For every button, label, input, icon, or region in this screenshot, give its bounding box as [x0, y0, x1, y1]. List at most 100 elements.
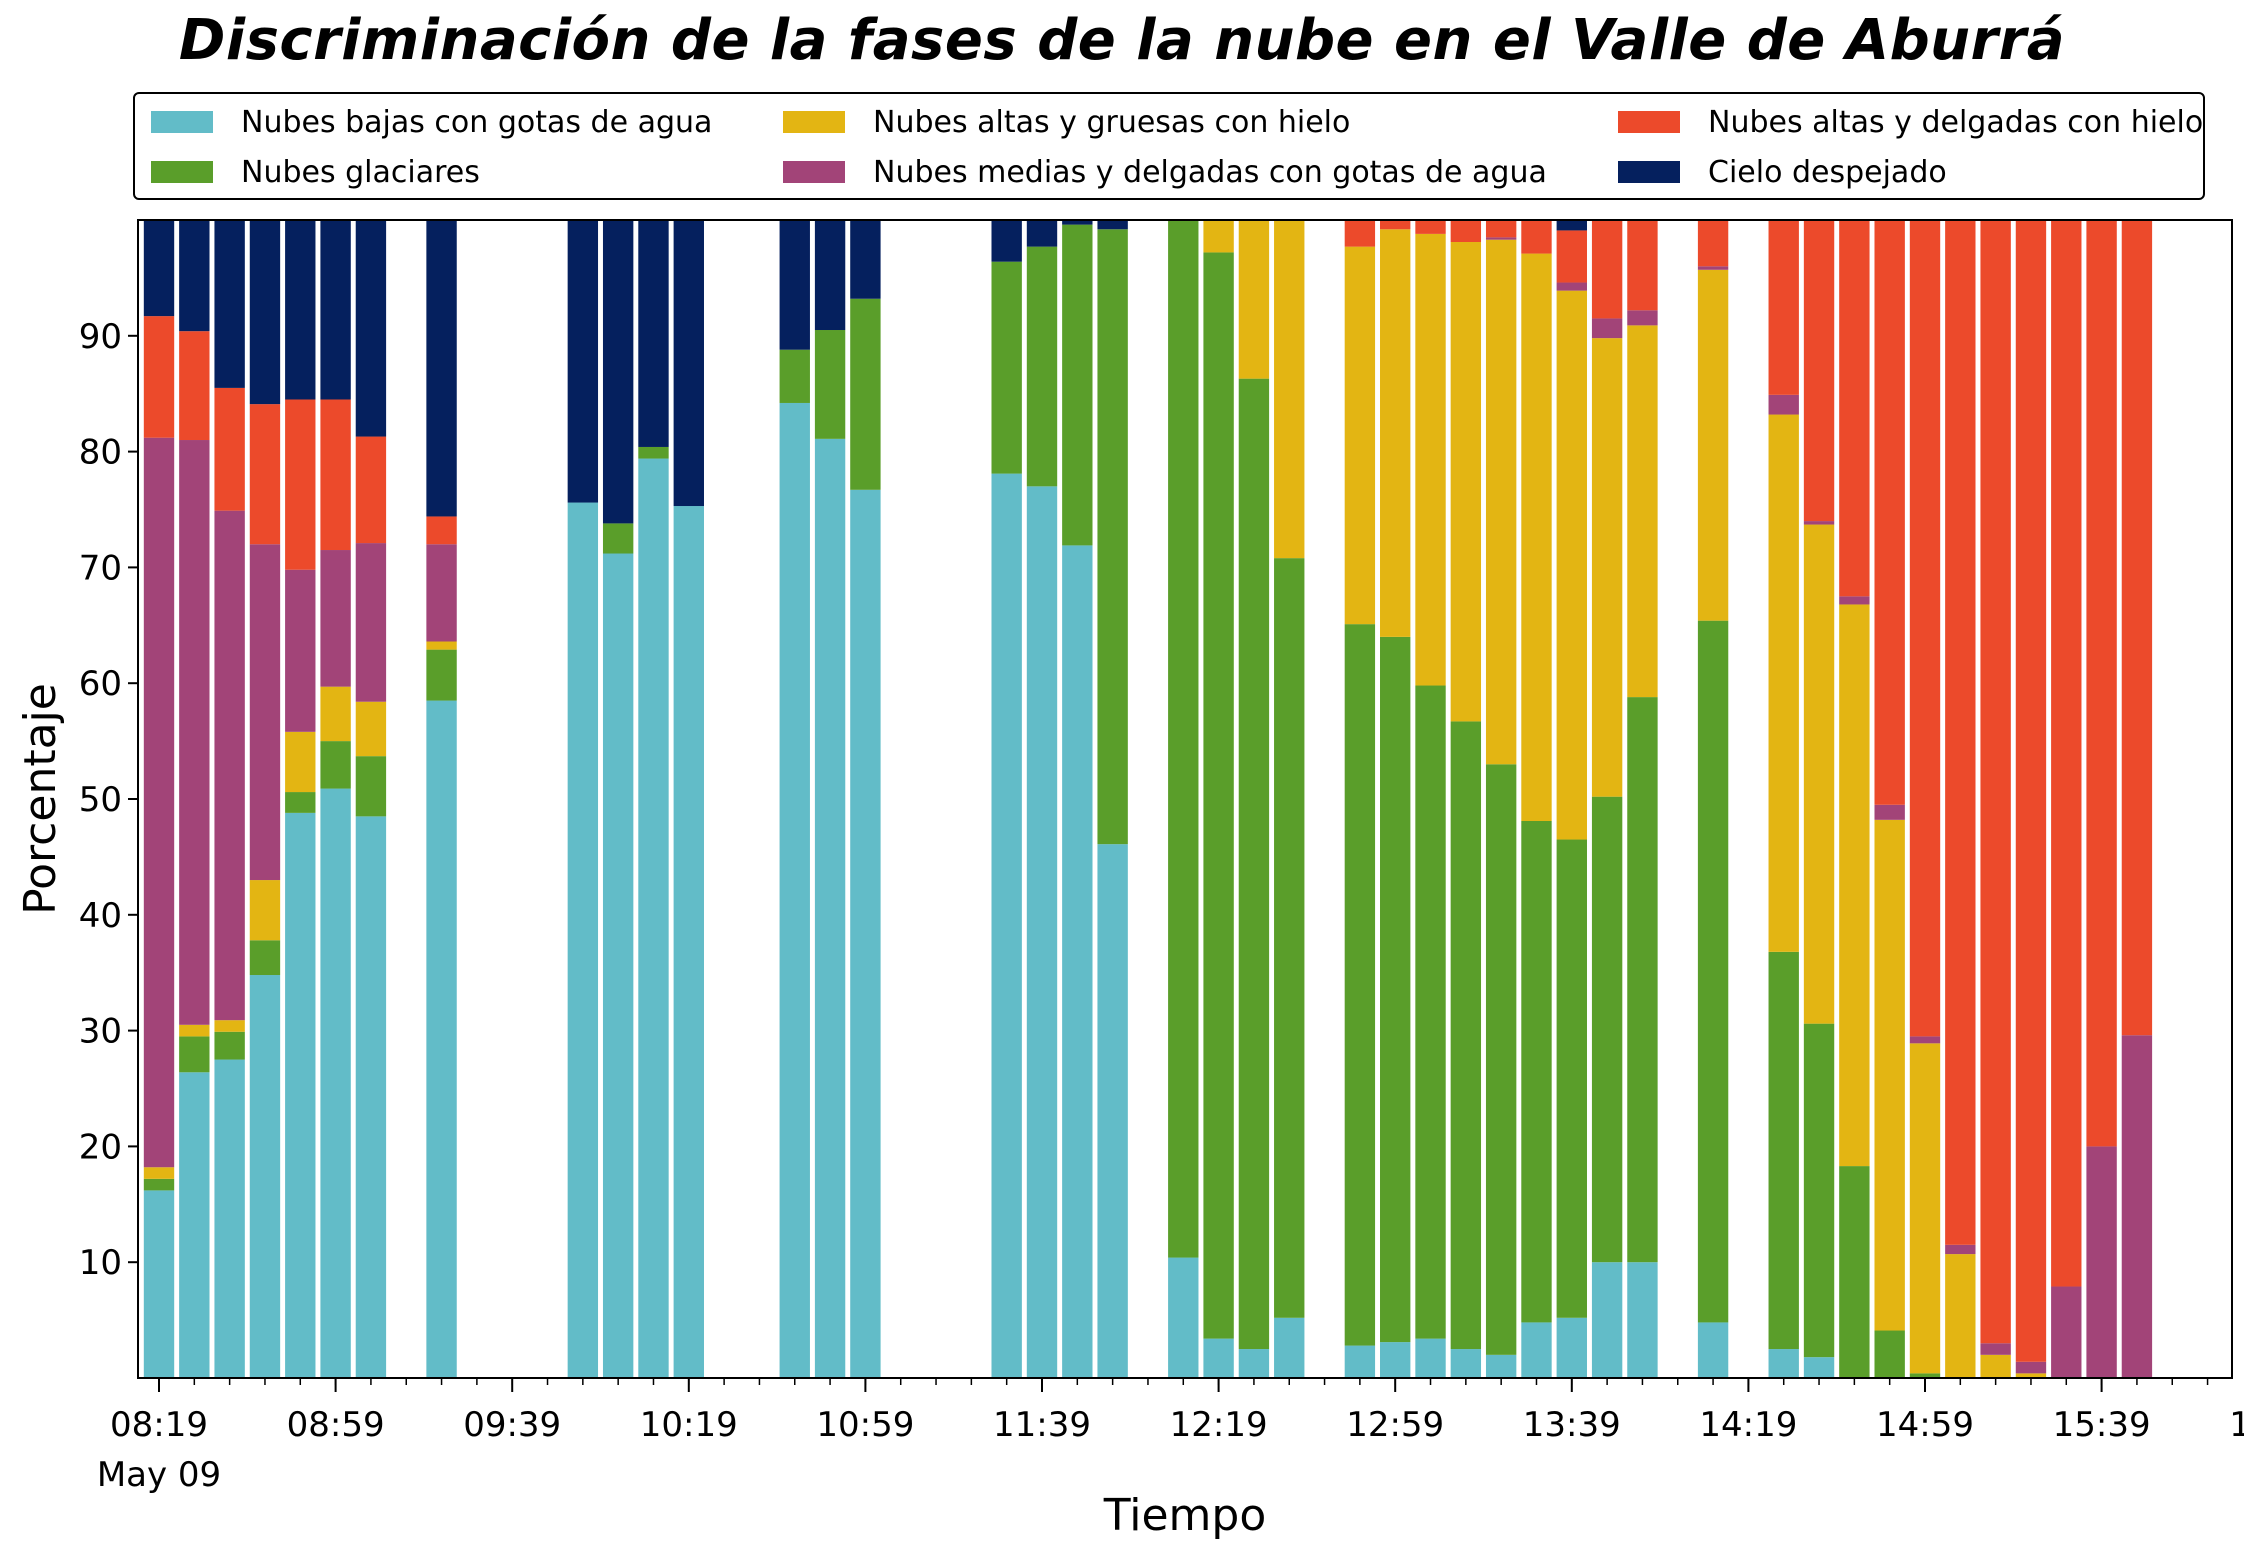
bar-segment [143, 316, 175, 438]
x-tick-label: 12:59 [1346, 1405, 1444, 1445]
bar-segment [991, 473, 1022, 1379]
bar-segment [602, 523, 634, 554]
bar-segment [638, 220, 669, 447]
bar-segment [179, 1072, 210, 1378]
bar-segment [285, 812, 316, 1378]
bar-segment [991, 220, 1022, 262]
bar-segment [814, 220, 846, 331]
bar-segment [1627, 325, 1658, 698]
bar-segment [1203, 252, 1234, 1339]
bar-segment [214, 220, 245, 388]
bar-segment [2121, 1035, 2153, 1378]
bar-segment [1945, 1244, 1976, 1255]
bar-segment [779, 349, 810, 403]
bar-segment [1803, 1357, 1835, 1378]
bar-segment [1026, 220, 1058, 247]
chart-legend: Nubes bajas con gotas de agua Nubes glac… [133, 92, 2205, 200]
bar-segment [1521, 1322, 1552, 1378]
bar-segment [143, 1190, 175, 1378]
bar-segment [1627, 220, 1658, 311]
bar-segment [1697, 266, 1729, 270]
bar-segment [1697, 269, 1729, 621]
x-tick-label: 16:19 [2229, 1405, 2244, 1445]
bar-segment [1803, 220, 1835, 522]
bar-segment [1168, 1257, 1199, 1378]
x-tick-label: 11:39 [993, 1405, 1091, 1445]
bar-segment [214, 1059, 245, 1378]
bar-segment [1556, 839, 1587, 1318]
y-tick-label: 30 [79, 1012, 122, 1052]
legend-label: Nubes bajas con gotas de agua [241, 104, 713, 140]
bar-segment [850, 489, 881, 1378]
bar-segment [320, 220, 351, 400]
x-tick-label: 15:39 [2053, 1405, 2151, 1445]
bar-segment [249, 975, 281, 1378]
bar-segment [2086, 1146, 2117, 1378]
bar-segment [1097, 844, 1128, 1378]
x-tick-label: 08:19 [110, 1405, 208, 1445]
bar-segment [1274, 1317, 1305, 1378]
bar-segment [249, 940, 281, 976]
bar-segment [249, 220, 281, 405]
bar-segment [1380, 220, 1411, 230]
bar-segment [320, 550, 351, 687]
legend-swatch [1618, 161, 1680, 183]
bar-segment [1874, 819, 1905, 1331]
x-tick-label: 14:19 [1699, 1405, 1797, 1445]
bar-segment [285, 220, 316, 400]
bar-segment [1980, 220, 2011, 1344]
bar-segment [1203, 1338, 1234, 1378]
bar-segment [1415, 220, 1446, 234]
legend-item: Nubes bajas con gotas de agua [151, 102, 712, 142]
legend-swatch [783, 111, 845, 133]
bar-segment [1062, 224, 1093, 546]
bar-segment [249, 404, 281, 545]
bar-segment [1980, 1354, 2011, 1378]
bar-segment [1344, 624, 1376, 1346]
bar-segment [1697, 620, 1729, 1323]
legend-swatch [1618, 111, 1680, 133]
bar-segment [1380, 636, 1411, 1343]
legend-label: Nubes medias y delgadas con gotas de agu… [873, 154, 1547, 190]
bar-segment [143, 437, 175, 1168]
bar-segment [1839, 220, 1870, 597]
bar-segment [179, 220, 210, 332]
bar-segment [2051, 1286, 2082, 1378]
bar-segment [1062, 545, 1093, 1378]
bar-segment [602, 553, 634, 1378]
bar-segment [1062, 220, 1093, 225]
bar-segment [1485, 220, 1517, 238]
bar-segment [1168, 220, 1199, 1258]
bar-segment [1097, 220, 1128, 230]
bar-segment [1909, 220, 1941, 1037]
legend-item: Nubes medias y delgadas con gotas de agu… [783, 152, 1547, 192]
bar-segment [426, 700, 457, 1378]
bar-segment [355, 436, 387, 544]
bar-segment [567, 502, 599, 1378]
bar-segment [143, 1178, 175, 1191]
bar-segment [179, 1024, 210, 1037]
legend-item: Cielo despejado [1618, 152, 1947, 192]
bar-segment [1839, 596, 1870, 605]
x-tick-label: 09:39 [463, 1405, 561, 1445]
bar-segment [355, 756, 387, 817]
bar-segment [1803, 521, 1835, 525]
bar-segment [1521, 220, 1552, 254]
bar-segment [1450, 721, 1482, 1350]
bar-segment [143, 220, 175, 317]
legend-label: Nubes altas y delgadas con hielo [1708, 104, 2204, 140]
bar-segment [1803, 524, 1835, 1024]
bar-segment [2086, 220, 2117, 1147]
bar-segment [1980, 1343, 2011, 1355]
bar-segment [1026, 246, 1058, 487]
bar-segment [2015, 1361, 2047, 1374]
bar-segment [355, 701, 387, 757]
bar-segment [1945, 1254, 1976, 1378]
bar-segment [1556, 220, 1587, 231]
bar-segment [1274, 220, 1305, 559]
y-axis-label: Porcentaje [15, 683, 66, 915]
bar-segment [1274, 558, 1305, 1318]
bar-segment [426, 544, 457, 642]
bar-segment [1627, 697, 1658, 1263]
